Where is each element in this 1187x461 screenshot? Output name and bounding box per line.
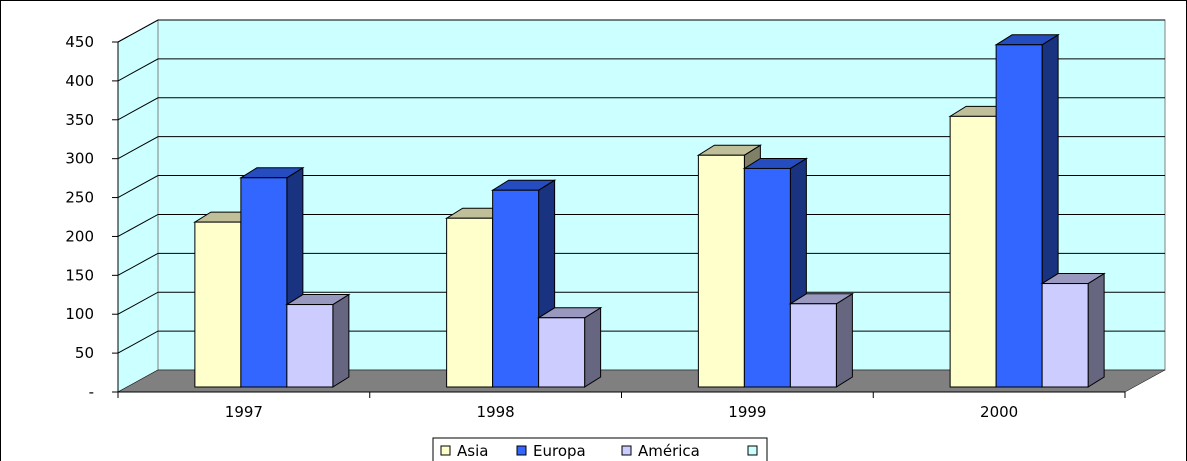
gridline bbox=[117, 252, 1165, 276]
y-tick-label: 50 bbox=[75, 344, 94, 362]
bar-front bbox=[538, 317, 586, 388]
bar-europa-1999 bbox=[742, 157, 809, 388]
y-tick-label: 100 bbox=[65, 305, 94, 323]
legend-swatch bbox=[747, 445, 758, 456]
bar-side bbox=[332, 293, 350, 388]
legend-label: Asia bbox=[457, 442, 488, 460]
bar-front bbox=[286, 304, 334, 388]
bar-américa-1997 bbox=[285, 293, 351, 388]
bar-front bbox=[697, 154, 745, 388]
legend-swatch bbox=[516, 445, 527, 456]
axes: - 50 100 150 200 250 300 350 400 450 1997 1998 1999 2… bbox=[65, 33, 1126, 421]
gridline bbox=[117, 213, 1165, 237]
x-tick-label: 1999 bbox=[728, 403, 766, 421]
gridlines bbox=[117, 19, 1165, 354]
y-tick-label: 350 bbox=[65, 111, 94, 129]
x-tick-label: 1997 bbox=[225, 403, 263, 421]
y-tick-label: 200 bbox=[65, 227, 94, 245]
y-tick-label: 150 bbox=[65, 266, 94, 284]
x-tick-label: 2000 bbox=[980, 403, 1018, 421]
side-wall bbox=[117, 19, 159, 393]
bar-front bbox=[995, 44, 1043, 388]
gridline bbox=[117, 291, 1165, 315]
gridline bbox=[117, 136, 1165, 160]
gridline bbox=[117, 175, 1165, 198]
y-tick-label: 300 bbox=[65, 150, 94, 168]
bar-américa-1998 bbox=[536, 306, 603, 388]
bars bbox=[193, 33, 1106, 388]
y-tick-label: 450 bbox=[65, 33, 94, 51]
gridline bbox=[117, 58, 1165, 82]
bar-front bbox=[1041, 283, 1089, 388]
bar-front bbox=[789, 303, 837, 388]
bar-front bbox=[240, 177, 288, 388]
gridline bbox=[117, 97, 1165, 121]
legend-swatch bbox=[440, 445, 451, 456]
legend-swatch bbox=[621, 445, 632, 456]
bar-front bbox=[492, 189, 540, 388]
bar-front bbox=[194, 221, 242, 388]
bar-side bbox=[1087, 272, 1105, 388]
legend-label: América bbox=[638, 442, 700, 460]
bar-side bbox=[584, 306, 602, 388]
bar-front bbox=[949, 115, 997, 388]
bar-américa-1999 bbox=[788, 292, 855, 388]
bar-front bbox=[743, 167, 791, 388]
y-tick-label: - bbox=[89, 383, 94, 401]
y-tick-label: 250 bbox=[65, 189, 94, 207]
bar-side bbox=[835, 292, 853, 388]
legend: Asia Europa América bbox=[432, 437, 768, 461]
legend-label: Europa bbox=[533, 442, 586, 460]
bar-américa-2000 bbox=[1040, 272, 1106, 388]
y-tick-label: 400 bbox=[65, 72, 94, 90]
gridline bbox=[117, 19, 1165, 43]
bar-front bbox=[446, 217, 494, 388]
x-tick-label: 1998 bbox=[477, 403, 515, 421]
